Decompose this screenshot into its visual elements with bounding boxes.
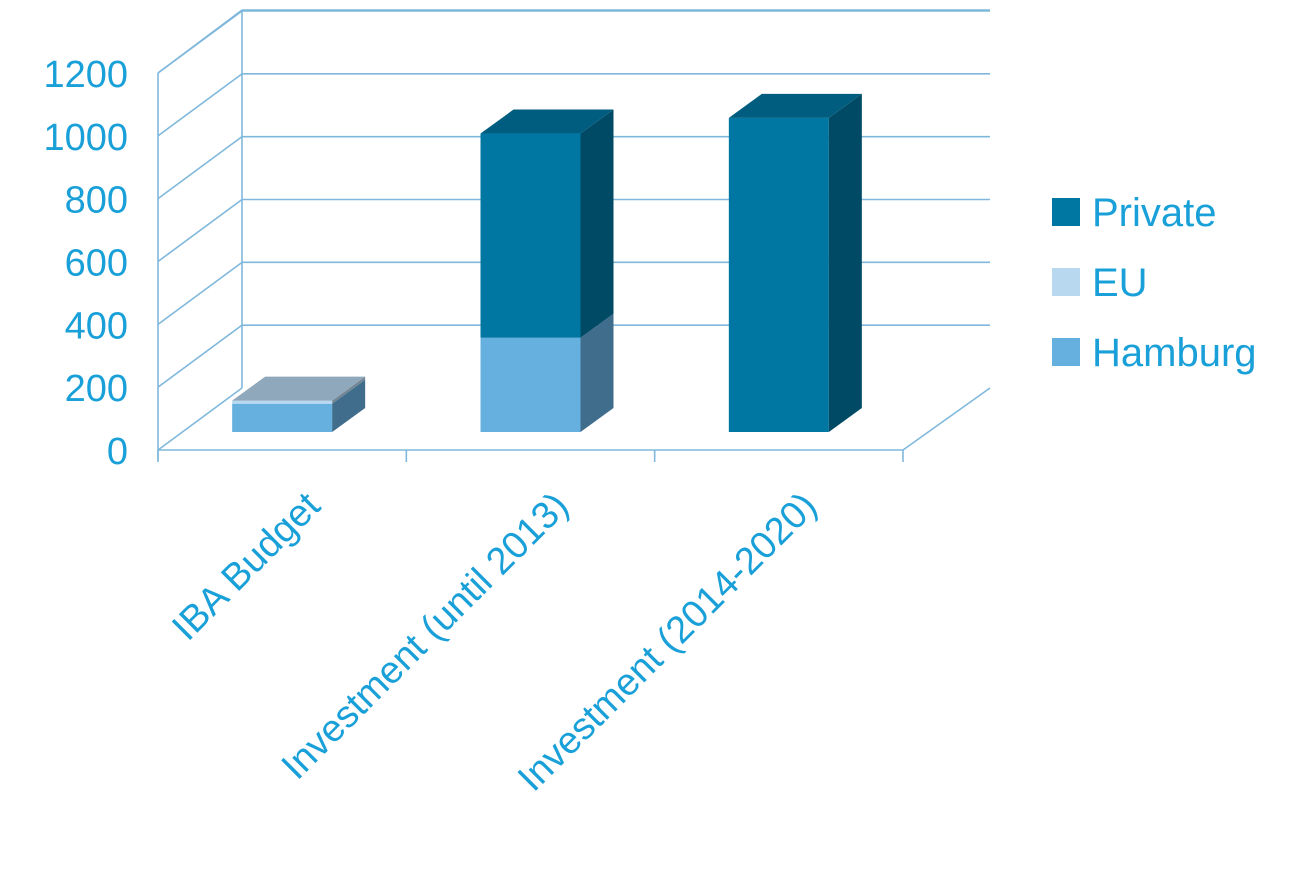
y-tick-label: 400 [65,305,128,347]
y-tick-label: 200 [65,368,128,410]
x-tick-label: Investment (until 2013) [274,485,577,788]
x-tick-label: IBA Budget [164,484,328,648]
gridline-diagonal [157,198,243,263]
bar-hamburg[interactable] [232,403,333,432]
gridline-diagonal [157,73,243,137]
y-tick-label: 800 [65,180,128,222]
y-tick-label: 0 [107,431,128,473]
legend-label-hamburg: Hamburg [1092,331,1257,375]
bar-side-hamburg [332,379,366,432]
gridline-diagonal [157,324,243,388]
floor-edge [157,387,243,451]
gridline-diagonal [157,9,243,74]
bar-side-private [828,93,862,432]
legend-label-private: Private [1092,191,1217,235]
gridline-diagonal [157,136,243,200]
bar-private[interactable] [480,133,581,338]
bar-hamburg[interactable] [480,337,581,432]
legend-swatch-eu [1052,268,1080,296]
bar-eu[interactable] [232,400,333,404]
legend-swatch-hamburg [1052,338,1080,366]
floor-edge [902,387,991,451]
y-tick-label: 600 [65,243,128,285]
legend-label-eu: EU [1092,261,1148,305]
bar-side-hamburg [580,313,614,432]
y-tick-label: 1000 [43,117,128,159]
legend-swatch-private [1052,198,1080,226]
bar-top-private [480,109,614,134]
bar-side-eu [332,376,366,404]
y-tick-label: 1200 [43,54,128,96]
bar-private[interactable] [728,117,829,432]
gridline-diagonal [157,261,243,325]
bar-side-private [580,109,614,338]
bar-top-private [728,93,862,118]
bar-top-eu [232,376,366,401]
